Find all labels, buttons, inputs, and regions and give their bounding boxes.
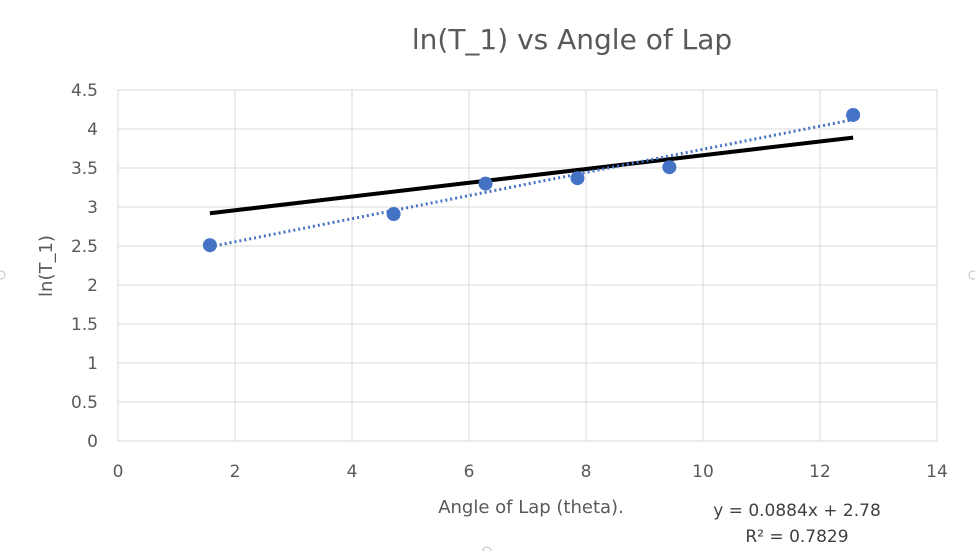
y-tick-label: 1.5 xyxy=(71,315,98,335)
y-tick-label: 3 xyxy=(87,198,98,218)
y-tick-label: 4.5 xyxy=(71,81,98,101)
y-tick-label: 0 xyxy=(87,432,98,452)
x-tick-label: 8 xyxy=(581,462,592,482)
x-tick-label: 4 xyxy=(347,462,358,482)
x-axis-label: Angle of Lap (theta). xyxy=(438,497,624,518)
data-point xyxy=(846,107,861,122)
mark-layer xyxy=(202,107,861,253)
data-point xyxy=(202,238,217,253)
y-tick-label: 0.5 xyxy=(71,393,98,413)
y-axis-label: ln(T_1) xyxy=(36,235,57,297)
linear-trendline xyxy=(209,118,854,249)
y-tick-label: 2 xyxy=(87,276,98,296)
data-point xyxy=(478,176,493,191)
chart-resize-handle-left[interactable] xyxy=(0,270,6,280)
chart-resize-handle-right[interactable] xyxy=(968,270,975,280)
chart-resize-handle-bottom[interactable] xyxy=(482,546,492,551)
x-tick-label: 10 xyxy=(692,462,714,482)
trendline-r-squared: R² = 0.7829 xyxy=(745,527,848,547)
y-tick-label: 4 xyxy=(87,120,98,140)
data-point xyxy=(570,171,585,186)
data-point xyxy=(386,207,401,222)
x-tick-label: 12 xyxy=(809,462,831,482)
grid-layer xyxy=(117,89,938,442)
tick-layer: 0 2 4 6 8 10 12 14 0 0.5 1 1.5 2 2.5 3 3.5 4 4.5 xyxy=(71,81,948,482)
x-tick-label: 0 xyxy=(113,462,124,482)
data-point xyxy=(662,160,677,175)
trendline-equation: y = 0.0884x + 2.78 xyxy=(713,501,881,521)
x-tick-label: 6 xyxy=(464,462,475,482)
chart-title: ln(T_1) vs Angle of Lap xyxy=(412,23,732,56)
y-tick-label: 1 xyxy=(87,354,98,374)
y-tick-label: 2.5 xyxy=(71,237,98,257)
x-tick-label: 2 xyxy=(230,462,241,482)
x-tick-label: 14 xyxy=(926,462,948,482)
y-tick-label: 3.5 xyxy=(71,159,98,179)
fitted-line xyxy=(209,135,854,216)
